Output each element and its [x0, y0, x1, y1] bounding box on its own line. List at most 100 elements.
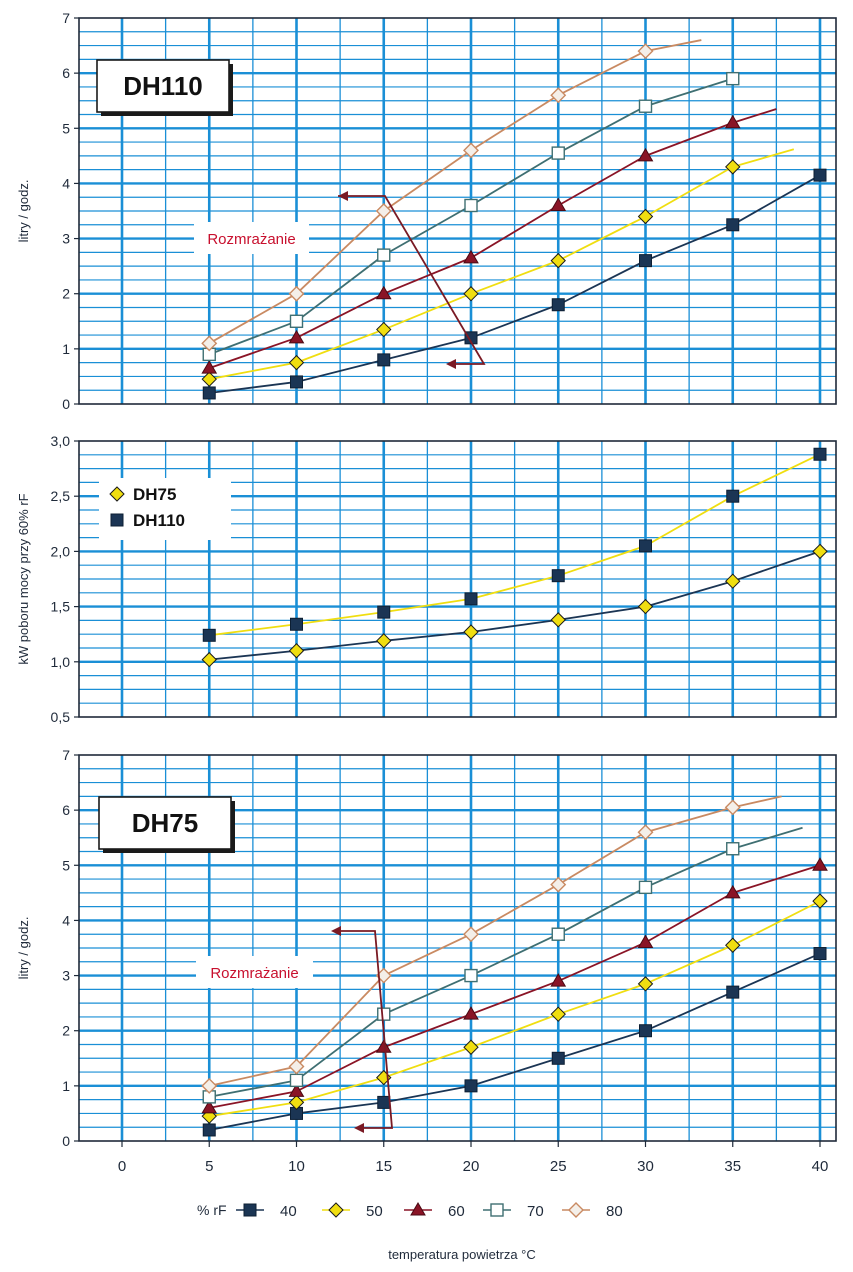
chart-panel-power: 0,5 1,0 1,5 2,0 2,5 3,0 kW poboru mocy przy 60… — [16, 433, 837, 725]
x-axis-label: temperatura powietrza °C — [388, 1247, 536, 1262]
data-point-70 — [289, 314, 304, 328]
data-point-80 — [724, 799, 741, 816]
data-point-40 — [813, 168, 827, 182]
data-point-dh75 — [725, 573, 741, 589]
y-tick-label: 1 — [62, 1078, 70, 1094]
data-point-60 — [375, 285, 392, 300]
x-tick-label: 0 — [118, 1158, 126, 1175]
y-tick-label: 3,0 — [51, 433, 71, 449]
series-line-dh75 — [209, 550, 821, 661]
plot-frame — [78, 754, 837, 1142]
data-point-80 — [637, 43, 654, 60]
defrost-arrow — [335, 930, 393, 1129]
data-point-50 — [376, 321, 392, 338]
legend-marker-80 — [568, 1202, 584, 1218]
chart-panel-dh75: 0 1 2 3 4 5 6 7 litry / godz. DH75 Rozmrażanie — [16, 747, 837, 1149]
data-point-70 — [289, 1073, 304, 1088]
annotation-label: Rozmrażanie — [210, 965, 298, 982]
data-point-dh110 — [726, 489, 740, 503]
series-line-40 — [209, 952, 821, 1131]
data-point-dh75 — [376, 633, 392, 649]
data-point-80 — [463, 926, 479, 943]
data-point-40 — [639, 1024, 652, 1038]
data-point-80 — [637, 824, 654, 841]
data-point-dh110 — [639, 539, 652, 553]
arrow-head — [331, 926, 341, 936]
legend-marker-50 — [328, 1202, 344, 1218]
x-tick-label: 15 — [375, 1158, 392, 1175]
x-tick-label: 5 — [205, 1158, 213, 1175]
x-tick-label: 40 — [812, 1158, 829, 1175]
data-point-40 — [639, 254, 652, 268]
y-axis-label: litry / godz. — [16, 917, 31, 980]
plot-frame — [78, 17, 837, 405]
data-point-70 — [464, 968, 478, 983]
legend-label-50: 50 — [366, 1203, 383, 1220]
y-tick-label: 7 — [62, 10, 70, 26]
data-point-60 — [724, 114, 741, 129]
title-box — [96, 59, 230, 113]
data-point-60 — [288, 1083, 305, 1097]
data-point-80 — [288, 1058, 305, 1075]
y-tick-label: 0 — [62, 1133, 70, 1149]
y-tick-label: 4 — [62, 175, 70, 191]
series-line-80 — [209, 795, 782, 1087]
data-point-40 — [464, 331, 478, 345]
data-point-80 — [201, 335, 218, 352]
x-axis: 0 5 10 15 20 25 30 35 40 — [118, 1141, 829, 1175]
y-tick-label: 0,5 — [51, 709, 71, 725]
legend-marker-dh75 — [109, 486, 125, 502]
legend-marker-70 — [490, 1203, 504, 1217]
data-point-60 — [463, 249, 479, 264]
data-point-80 — [375, 203, 392, 219]
data-point-50 — [637, 208, 654, 225]
data-point-50 — [725, 159, 741, 175]
data-point-70 — [726, 842, 740, 856]
y-tick-label: 1 — [62, 341, 70, 357]
chart-panel-dh110: 0 1 2 3 4 5 6 7 litry / godz. DH110 Rozmrażanie — [16, 10, 837, 412]
data-point-40 — [726, 218, 740, 232]
series-line-50 — [209, 900, 821, 1118]
data-point-dh110 — [202, 628, 216, 642]
data-point-40 — [551, 298, 565, 312]
data-point-dh75 — [637, 598, 654, 615]
data-point-50 — [637, 976, 654, 992]
data-point-40 — [813, 947, 827, 961]
data-point-70 — [638, 99, 653, 113]
y-axis-label: kW poboru mocy przy 60% rF — [16, 493, 31, 664]
rf-legend: % rF 40 50 60 70 80 — [197, 1202, 623, 1220]
data-point-dh110 — [377, 605, 391, 619]
data-point-50 — [550, 252, 566, 269]
y-tick-label: 4 — [62, 912, 70, 928]
plot-frame — [78, 440, 837, 718]
chart-title: DH110 — [123, 71, 203, 101]
data-point-80 — [463, 142, 479, 159]
y-tick-label: 0 — [62, 396, 70, 412]
data-point-60 — [812, 857, 828, 871]
y-tick-label: 7 — [62, 747, 70, 763]
x-tick-label: 20 — [463, 1158, 480, 1175]
data-point-40 — [464, 1079, 478, 1093]
data-point-60 — [201, 360, 218, 374]
y-tick-label: 2,5 — [51, 488, 71, 504]
data-point-50 — [463, 286, 479, 302]
annotation-box — [194, 222, 309, 254]
legend-label-70: 70 — [527, 1203, 544, 1220]
series-line-70 — [209, 826, 803, 1098]
arrow-head — [354, 1123, 364, 1133]
data-point-80 — [201, 1077, 218, 1094]
y-tick-label: 6 — [62, 802, 70, 818]
data-point-50 — [812, 893, 828, 909]
data-point-dh110 — [290, 617, 303, 631]
data-point-80 — [288, 285, 305, 302]
data-point-70 — [377, 1007, 391, 1021]
data-point-60 — [201, 1099, 218, 1114]
data-point-50 — [463, 1039, 479, 1055]
data-point-dh75 — [201, 651, 217, 668]
data-point-70 — [464, 198, 478, 213]
legend-marker-40 — [243, 1203, 257, 1217]
data-point-dh75 — [812, 543, 828, 560]
data-point-dh75 — [288, 643, 305, 659]
data-point-70 — [638, 880, 653, 895]
